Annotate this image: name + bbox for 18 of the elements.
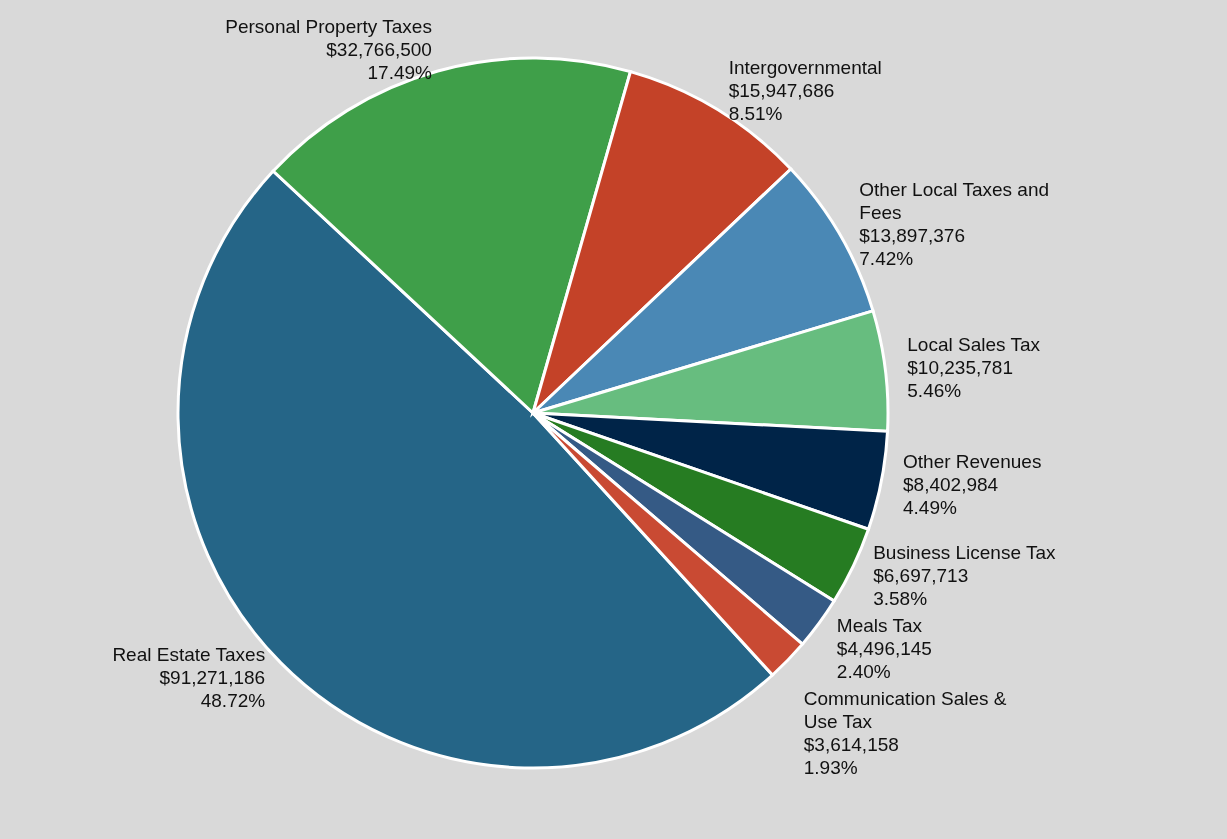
- data-label: $10,235,781 5.46%: [907, 356, 1013, 401]
- data-label: $91,271,186 48.72%: [159, 667, 266, 712]
- slice-label: Intergovernmental: [728, 56, 882, 78]
- data-label: $4,496,145 2.40%: [836, 637, 932, 682]
- data-label: $15,947,686 8.51%: [728, 79, 835, 124]
- slice-label: Business License Tax: [873, 541, 1057, 563]
- data-label: $3,614,158 1.93%: [803, 733, 899, 778]
- data-label: $32,766,500 17.49%: [326, 38, 433, 83]
- data-label: $13,897,376 7.42%: [859, 224, 965, 269]
- data-label: $8,402,984 4.49%: [903, 474, 999, 519]
- slice-label: Real Estate Taxes: [112, 644, 266, 666]
- data-label: $6,697,713 3.58%: [873, 564, 969, 609]
- slice-label: Other Revenues: [903, 451, 1042, 473]
- slice-label: Personal Property Taxes: [225, 15, 432, 37]
- slice-label: Meals Tax: [836, 614, 923, 636]
- slice-label: Local Sales Tax: [907, 333, 1041, 355]
- slice-label: Communication Sales & Use Tax: [803, 687, 1007, 732]
- slice-label: Other Local Taxes and Fees: [859, 178, 1050, 223]
